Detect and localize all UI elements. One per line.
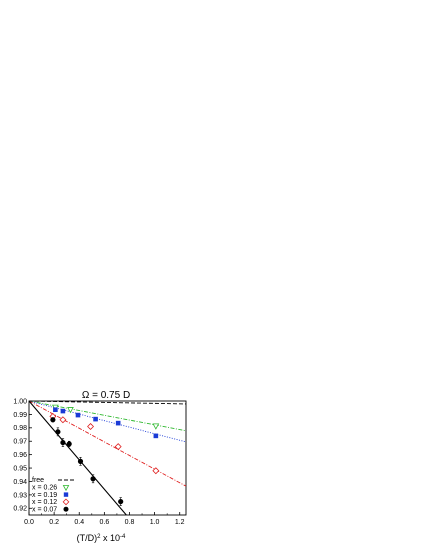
data-point bbox=[75, 412, 81, 418]
data-point bbox=[67, 407, 74, 414]
x-tick-label: 0.6 bbox=[99, 519, 109, 526]
data-point bbox=[153, 433, 159, 439]
legend-label: x = 0.12 bbox=[32, 499, 57, 506]
fit-line bbox=[29, 401, 186, 405]
data-point bbox=[152, 467, 160, 475]
y-tick-label: 0.98 bbox=[13, 425, 27, 432]
data-point bbox=[59, 416, 67, 424]
y-tick-label: 0.99 bbox=[13, 412, 27, 419]
y-tick-label: 0.93 bbox=[13, 492, 27, 499]
x-tick-label: 1.0 bbox=[150, 519, 160, 526]
data-point bbox=[118, 498, 124, 505]
data-point bbox=[90, 476, 96, 482]
x-tick-label: 0.2 bbox=[49, 519, 59, 526]
y-tick-label: 0.94 bbox=[13, 479, 27, 486]
y-tick-label: 0.95 bbox=[13, 465, 27, 472]
legend-label: x = 0.19 bbox=[32, 492, 57, 499]
data-point bbox=[66, 441, 72, 447]
y-tick-label: 0.92 bbox=[13, 506, 27, 513]
legend-label: x = 0.26 bbox=[32, 485, 57, 492]
data-point bbox=[87, 423, 95, 430]
legend-label: x = 0.07 bbox=[32, 506, 57, 513]
data-points bbox=[49, 404, 160, 506]
data-point bbox=[55, 429, 61, 435]
legend-label: free bbox=[32, 477, 44, 484]
data-point bbox=[60, 408, 66, 414]
y-axis-ticks: 1.00 0.99 0.98 0.97 0.96 0.95 0.94 0.93 0.92 bbox=[13, 398, 32, 513]
x-tick-label: 0.0 bbox=[24, 519, 34, 526]
data-point bbox=[152, 423, 160, 430]
fit-line bbox=[29, 401, 186, 487]
x-tick-label: 1.2 bbox=[175, 519, 185, 526]
data-point bbox=[93, 416, 98, 422]
plot-frame bbox=[28, 400, 187, 516]
data-point bbox=[115, 420, 121, 426]
x-axis-title: (T/D)2 x 10-4 bbox=[77, 533, 126, 543]
x-axis-ticks: 0.0 0.2 0.4 0.6 0.8 1.0 1.2 bbox=[24, 512, 185, 526]
data-point bbox=[53, 407, 58, 413]
data-point bbox=[62, 485, 70, 492]
data-point bbox=[62, 498, 70, 506]
y-tick-label: 1.00 bbox=[13, 398, 27, 405]
fit-line bbox=[29, 401, 127, 515]
chart-title: Ω = 0.75 D bbox=[82, 390, 130, 401]
y-tick-label: 0.97 bbox=[13, 439, 27, 446]
data-point bbox=[60, 439, 66, 446]
x-tick-label: 0.4 bbox=[74, 519, 84, 526]
data-point bbox=[114, 443, 122, 451]
data-point bbox=[77, 458, 84, 464]
data-point bbox=[63, 506, 69, 512]
x-tick-label: 0.8 bbox=[125, 519, 135, 526]
data-point bbox=[63, 492, 69, 497]
data-point bbox=[50, 417, 56, 423]
y-tick-label: 0.96 bbox=[13, 452, 27, 459]
fit-line bbox=[29, 401, 186, 443]
